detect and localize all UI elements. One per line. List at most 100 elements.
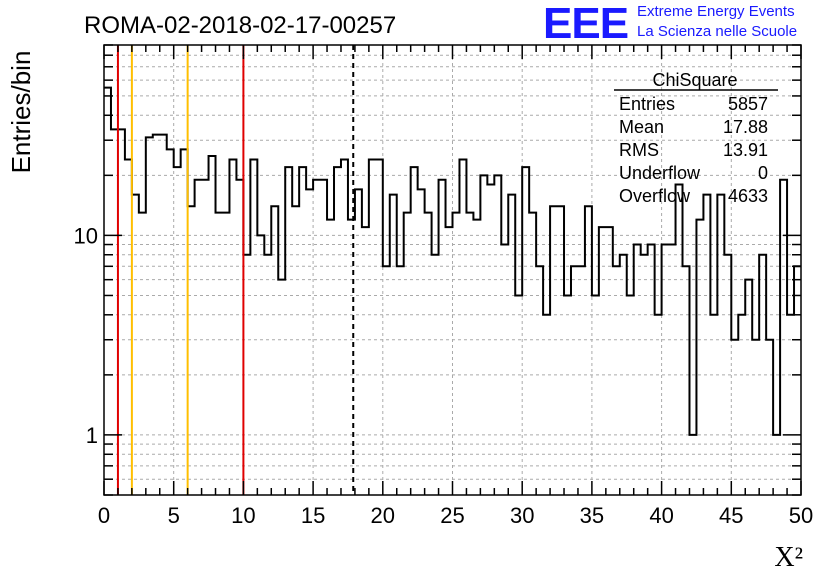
histogram-bin [432,255,439,495]
histogram-bin [536,266,543,495]
histogram-bin [752,340,759,495]
histogram-bin [195,180,202,495]
histogram-bin [634,245,641,495]
stats-label: Mean [619,117,664,137]
x-tick-label: 20 [371,503,395,528]
histogram-bin [606,227,613,495]
axes: 0 5 10 15 20 25 30 35 40 45 50 1 10 [74,44,813,528]
histogram-bin [390,195,397,495]
stats-value: 5857 [728,94,768,114]
histogram-bin [773,435,780,495]
histogram-bin [111,129,118,495]
histogram-bin [473,220,480,495]
histogram-bin [216,213,223,495]
histogram-bin [453,213,460,495]
histogram-bin [264,255,271,495]
x-tick-label: 50 [789,503,813,528]
histogram-bin [571,266,578,495]
stats-label: Underflow [619,163,701,183]
histogram-bin [494,175,501,495]
histogram-bin [459,160,466,495]
histogram-bin [550,206,557,495]
histogram-bin [676,184,683,495]
histogram-bin [362,227,369,495]
histogram-bin [522,167,529,495]
histogram-series [104,86,801,495]
histogram-bin [466,213,473,495]
histogram-bin [599,227,606,495]
histogram-bin [425,213,432,495]
x-tick-label: 30 [510,503,534,528]
histogram-bin [648,245,655,495]
x-tick-label: 15 [301,503,325,528]
histogram-bin [794,266,801,495]
stats-value: 0 [758,163,768,183]
eee-logo-mark: EEE [543,0,629,48]
histogram-bin [236,180,243,495]
histogram-bin [683,266,690,495]
histogram-bin [696,220,703,495]
histogram-bin [592,295,599,495]
histogram-bin [613,266,620,495]
histogram-bin [125,160,132,495]
histogram-bin [745,280,752,495]
chart-title: ROMA-02-2018-02-17-00257 [84,12,396,39]
histogram-bin [285,167,292,495]
histogram-bin [292,206,299,495]
histogram-bin [153,135,160,495]
histogram-bin [585,206,592,495]
x-tick-label: 10 [231,503,255,528]
histogram-bin [369,160,376,495]
stats-value: 17.88 [723,117,768,137]
histogram-bin [508,195,515,495]
histogram-bin [487,184,494,495]
histogram-bin [397,266,404,495]
histogram-bin [759,255,766,495]
histogram-bin [222,213,229,495]
histogram-bin [188,206,195,495]
histogram-bin [376,160,383,495]
histogram-bin [439,180,446,495]
histogram-bin [703,195,710,495]
histogram-bin [411,167,418,495]
histogram-bin [320,180,327,495]
stats-label: Overflow [619,186,691,206]
x-tick-label: 35 [580,503,604,528]
histogram-bin [710,315,717,495]
histogram-bin [787,315,794,495]
histogram-bin [160,135,167,495]
marker-lines [116,45,355,495]
histogram-bin [327,220,334,495]
histogram-outline [104,86,801,436]
histogram-bin [104,88,111,495]
histogram-bin [383,266,390,495]
y-tick-label: 10 [74,223,98,248]
histogram-bin [355,189,362,495]
stats-value: 4633 [728,186,768,206]
histogram-bin [341,160,348,495]
histogram-bin [146,137,153,495]
stats-label: RMS [619,140,659,160]
histogram-bin [669,245,676,495]
histogram-bin [780,180,787,495]
x-tick-label: 40 [649,503,673,528]
histogram-bin [641,255,648,495]
histogram-bin [132,195,139,495]
x-tick-label: 25 [440,503,464,528]
histogram-bin [731,340,738,495]
y-axis-label: Entries/bin [6,51,36,174]
histogram-bin [446,227,453,495]
histogram-bin [139,213,146,495]
histogram-bin [529,213,536,495]
histogram-bin [209,156,216,495]
histogram-bin [501,245,508,495]
histogram-bin [418,189,425,495]
histogram-bin [181,149,188,495]
x-tick-label: 0 [98,503,110,528]
x-axis-label: X² [774,542,803,572]
histogram-bin [278,280,285,495]
y-tick-label: 1 [86,423,98,448]
histogram-bin [306,189,313,495]
histogram-bin [299,167,306,495]
